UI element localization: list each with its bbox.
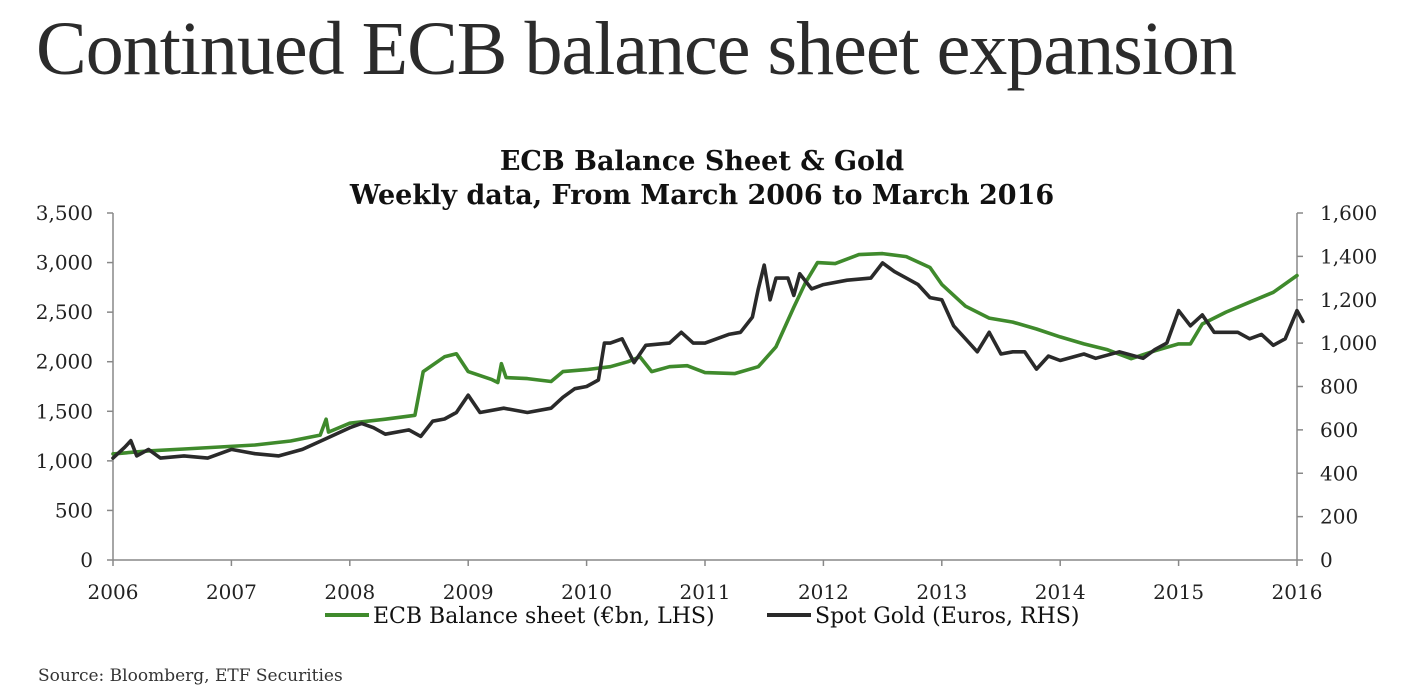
y-left-tick-label: 2,500 (36, 300, 93, 324)
legend-ecb-label: ECB Balance sheet (€bn, LHS) (373, 604, 715, 629)
y-right-tick-label: 0 (1320, 548, 1333, 572)
x-tick-label: 2010 (561, 580, 612, 604)
y-right-tick-label: 400 (1320, 461, 1358, 485)
y-right-tick-label: 1,000 (1320, 331, 1377, 355)
y-left-tick-label: 3,500 (36, 201, 93, 225)
chart-subtitle: Weekly data, From March 2006 to March 20… (349, 180, 1054, 211)
x-tick-label: 2016 (1272, 580, 1323, 604)
x-tick-label: 2011 (680, 580, 731, 604)
page-title: Continued ECB balance sheet expansion (36, 7, 1237, 91)
ecb-gold-chart: ECB Balance Sheet & Gold Weekly data, Fr… (36, 146, 1378, 629)
chart-title: ECB Balance Sheet & Gold (500, 146, 904, 177)
x-tick-label: 2015 (1153, 580, 1204, 604)
y-right-tick-label: 1,400 (1320, 244, 1377, 268)
y-right-tick-label: 200 (1320, 505, 1358, 529)
x-tick-label: 2006 (88, 580, 139, 604)
y-right-tick-label: 1,200 (1320, 288, 1377, 312)
y-left-tick-label: 0 (80, 548, 93, 572)
y-left-tick-label: 1,500 (36, 399, 93, 423)
y-left-tick-label: 2,000 (36, 350, 93, 374)
spot-gold-line (111, 261, 1305, 460)
y-left-tick-label: 500 (55, 498, 93, 522)
x-tick-label: 2009 (443, 580, 494, 604)
x-tick-label: 2013 (916, 580, 967, 604)
y-right-tick-label: 1,600 (1320, 201, 1377, 225)
legend-gold-label: Spot Gold (Euros, RHS) (815, 604, 1079, 629)
x-tick-label: 2014 (1035, 580, 1086, 604)
y-right-tick-label: 600 (1320, 418, 1358, 442)
chart-legend: ECB Balance sheet (€bn, LHS) Spot Gold (E… (325, 604, 1079, 629)
chart-series (111, 251, 1305, 460)
y-right-tick-label: 800 (1320, 375, 1358, 399)
chart-axes: 0 500 1,000 1,500 2,000 2,500 3,000 3,500 0 200 40… (36, 201, 1378, 604)
y-left-tick-label: 1,000 (36, 449, 93, 473)
x-tick-label: 2008 (324, 580, 375, 604)
x-tick-label: 2012 (798, 580, 849, 604)
y-left-tick-label: 3,000 (36, 251, 93, 275)
source-note: Source: Bloomberg, ETF Securities (38, 666, 343, 686)
x-tick-label: 2007 (206, 580, 257, 604)
ecb-balance-sheet-line (111, 251, 1299, 456)
